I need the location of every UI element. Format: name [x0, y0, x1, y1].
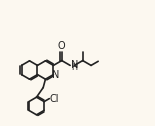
Text: H: H: [71, 63, 77, 72]
Text: N: N: [71, 60, 79, 70]
Text: N: N: [52, 70, 60, 80]
Text: O: O: [58, 41, 66, 51]
Text: Cl: Cl: [50, 94, 59, 104]
